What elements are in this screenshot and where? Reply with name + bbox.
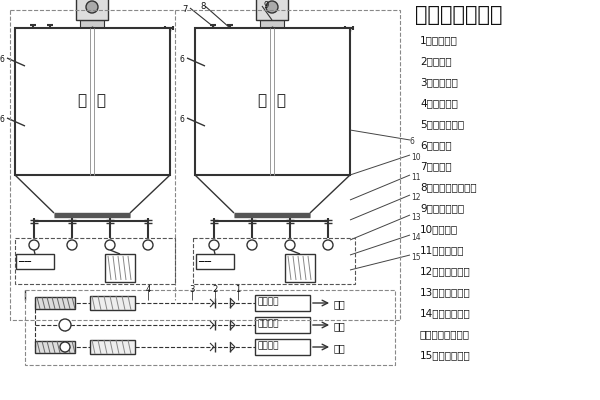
Bar — [15, 28, 170, 175]
Text: ━━━━: ━━━━ — [198, 260, 211, 264]
Text: 大气: 大气 — [334, 299, 346, 309]
Bar — [255, 317, 310, 333]
Bar — [16, 254, 54, 269]
Text: 2: 2 — [212, 285, 218, 294]
Text: ━━━━: ━━━━ — [18, 260, 31, 264]
Text: 1、罗茨风机: 1、罗茨风机 — [420, 35, 458, 45]
Text: 6: 6 — [180, 115, 185, 124]
Bar — [35, 341, 75, 353]
Bar — [35, 297, 75, 309]
Circle shape — [86, 1, 98, 13]
Circle shape — [143, 240, 153, 250]
Circle shape — [323, 240, 333, 250]
Bar — [90, 296, 135, 310]
Text: 12、手动插板阀: 12、手动插板阀 — [420, 266, 471, 276]
Circle shape — [105, 240, 115, 250]
Bar — [10, 10, 400, 320]
Text: 6: 6 — [0, 115, 5, 124]
Text: 罗茨风机: 罗茨风机 — [257, 297, 278, 306]
Bar — [260, 20, 284, 28]
Text: 6: 6 — [410, 137, 415, 146]
Circle shape — [209, 240, 219, 250]
Text: （或电动插板阀）: （或电动插板阀） — [420, 329, 470, 339]
Circle shape — [60, 342, 70, 352]
Text: 灰  库: 灰 库 — [258, 94, 286, 108]
Bar — [195, 28, 350, 175]
Text: 4: 4 — [145, 285, 151, 294]
Bar — [255, 295, 310, 311]
Text: 14: 14 — [411, 233, 421, 242]
Bar — [105, 254, 135, 282]
Bar — [255, 339, 310, 355]
Text: 6: 6 — [180, 55, 185, 64]
Text: 3、气动蝶阀: 3、气动蝶阀 — [420, 77, 458, 87]
Text: 罗茨风机: 罗茨风机 — [257, 319, 278, 328]
Bar — [15, 238, 175, 284]
Text: 14、气动插板阀: 14、气动插板阀 — [420, 308, 471, 318]
Text: 5、双轴搅拌机: 5、双轴搅拌机 — [420, 119, 464, 129]
Text: 9: 9 — [264, 1, 269, 10]
Text: 3: 3 — [190, 285, 194, 294]
Text: 10: 10 — [411, 153, 421, 162]
Circle shape — [247, 240, 257, 250]
Text: 罗茨风机: 罗茨风机 — [257, 341, 278, 350]
Text: 7: 7 — [182, 5, 187, 14]
Text: 8、压力真空释放阀: 8、压力真空释放阀 — [420, 182, 476, 192]
Text: 2、止回阀: 2、止回阀 — [420, 56, 452, 66]
Text: 灰库系统流程图: 灰库系统流程图 — [415, 5, 503, 25]
Text: 11、手动闸阀: 11、手动闸阀 — [420, 245, 464, 255]
Circle shape — [285, 240, 295, 250]
Circle shape — [266, 1, 278, 13]
Bar — [193, 238, 355, 284]
Text: 4、电加热器: 4、电加热器 — [420, 98, 458, 108]
Text: 大气: 大气 — [334, 343, 346, 353]
Text: 11: 11 — [411, 173, 421, 182]
Text: 15: 15 — [411, 253, 421, 262]
Text: 6: 6 — [0, 55, 5, 64]
Bar — [196, 254, 234, 269]
Text: 1: 1 — [235, 285, 241, 294]
Text: 13: 13 — [411, 213, 421, 222]
Text: 12: 12 — [411, 193, 421, 202]
Text: 10、气化槽: 10、气化槽 — [420, 224, 458, 234]
Bar — [80, 20, 104, 28]
Bar — [285, 254, 315, 282]
Text: 13、电动给料机: 13、电动给料机 — [420, 287, 471, 297]
Text: 7、检修门: 7、检修门 — [420, 161, 452, 171]
Bar — [76, 0, 108, 20]
Circle shape — [29, 240, 39, 250]
Text: 15、汽车散装机: 15、汽车散装机 — [420, 350, 471, 360]
Text: 8: 8 — [200, 2, 205, 11]
Text: 9、布袋除尘器: 9、布袋除尘器 — [420, 203, 464, 213]
Bar — [25, 290, 395, 365]
Text: 6、料位计: 6、料位计 — [420, 140, 452, 150]
Bar — [256, 0, 288, 20]
Text: 灰  库: 灰 库 — [78, 94, 106, 108]
Circle shape — [59, 319, 71, 331]
Text: 大气: 大气 — [334, 321, 346, 331]
Circle shape — [67, 240, 77, 250]
Bar — [90, 340, 135, 354]
